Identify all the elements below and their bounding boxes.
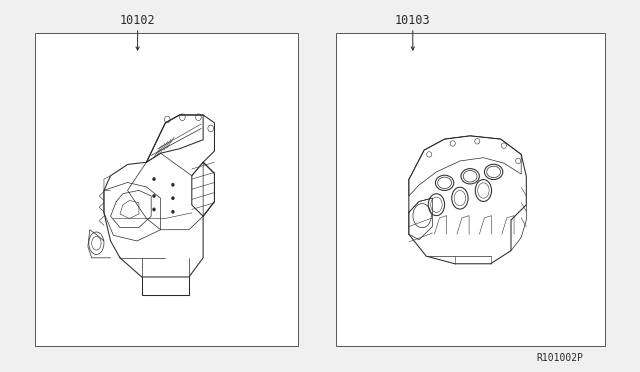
Ellipse shape xyxy=(152,177,156,181)
Text: R101002P: R101002P xyxy=(536,353,584,363)
Text: 10103: 10103 xyxy=(395,14,431,27)
Bar xyxy=(336,33,605,346)
Ellipse shape xyxy=(172,183,174,186)
Bar xyxy=(35,33,298,346)
Ellipse shape xyxy=(152,208,156,211)
Ellipse shape xyxy=(152,194,156,198)
Ellipse shape xyxy=(172,196,174,200)
Ellipse shape xyxy=(172,210,174,214)
Text: 10102: 10102 xyxy=(120,14,156,27)
